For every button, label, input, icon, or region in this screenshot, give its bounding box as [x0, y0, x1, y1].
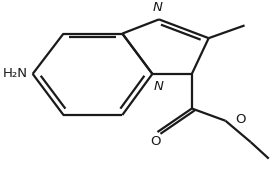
Text: O: O [235, 113, 246, 126]
Text: N: N [153, 2, 163, 14]
Text: H₂N: H₂N [2, 67, 27, 80]
Text: O: O [150, 135, 161, 148]
Text: N: N [154, 80, 163, 93]
